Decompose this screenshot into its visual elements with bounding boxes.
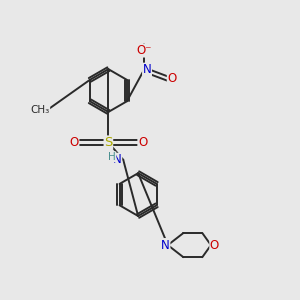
Text: O: O bbox=[167, 72, 177, 85]
Text: S: S bbox=[104, 136, 112, 149]
Text: N: N bbox=[143, 63, 152, 76]
Text: N: N bbox=[113, 153, 122, 166]
Text: O: O bbox=[210, 238, 219, 252]
Text: H: H bbox=[108, 152, 116, 162]
Text: N: N bbox=[161, 238, 170, 252]
Text: O: O bbox=[138, 136, 147, 149]
Text: O⁻: O⁻ bbox=[136, 44, 152, 57]
Text: CH₃: CH₃ bbox=[30, 105, 50, 115]
Text: O: O bbox=[70, 136, 79, 149]
